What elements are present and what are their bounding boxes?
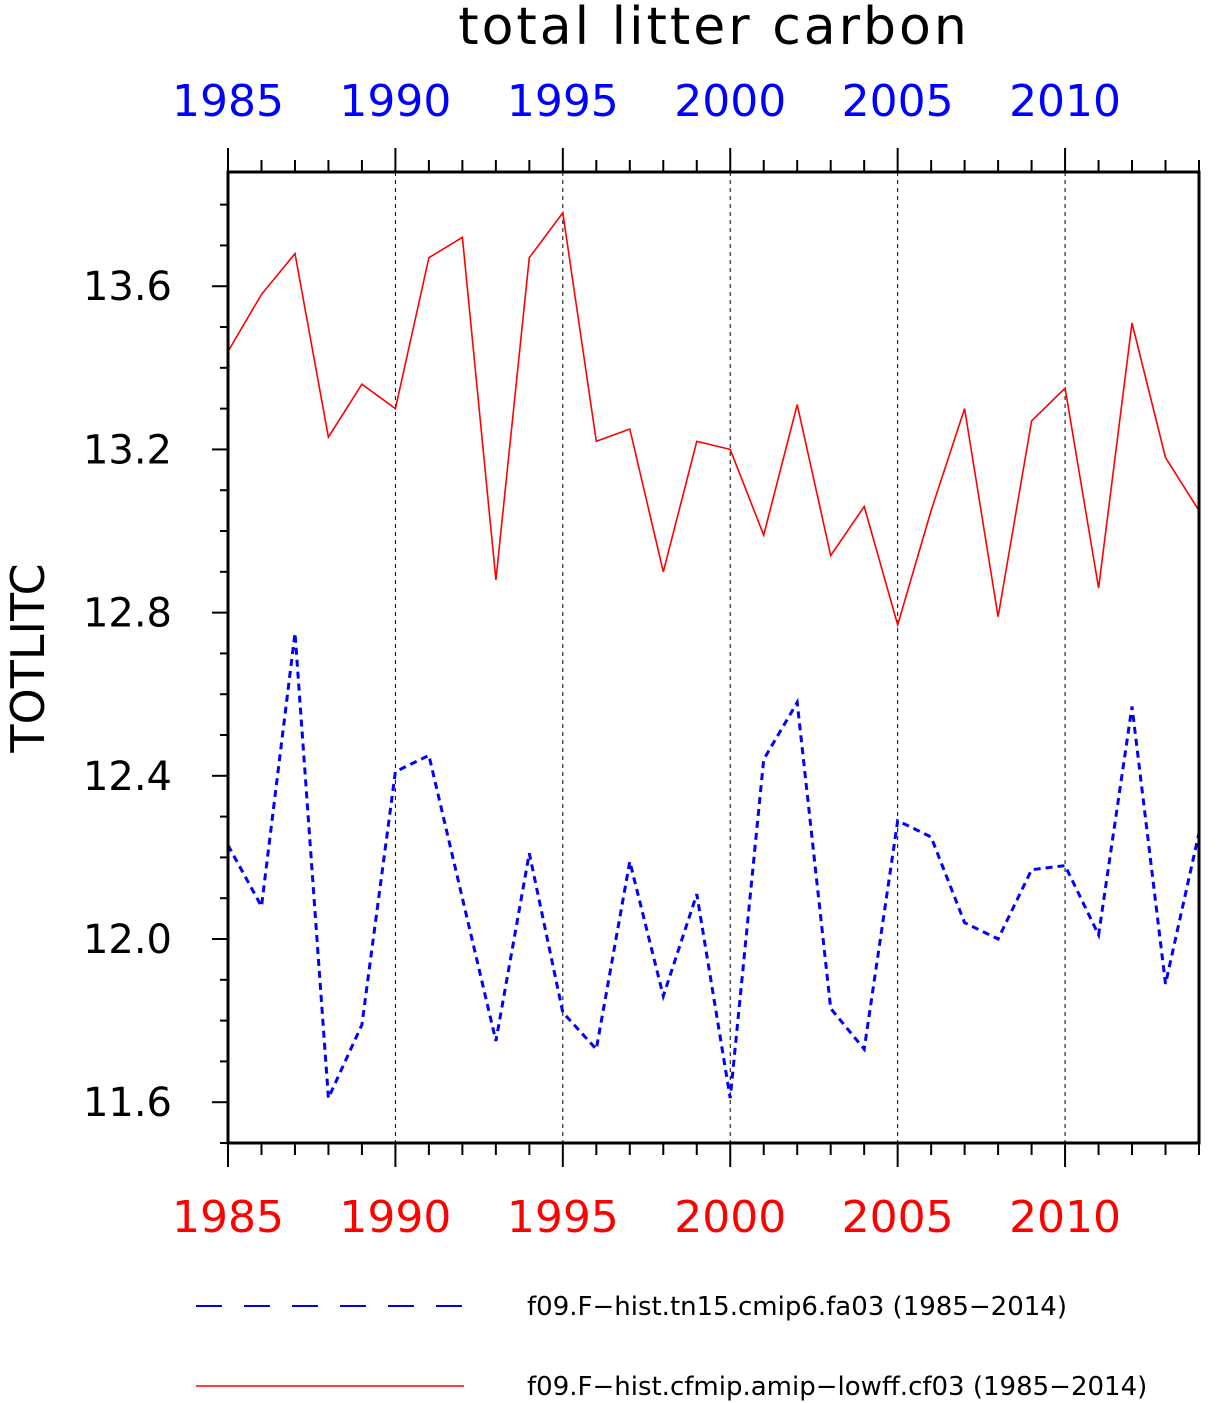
x-tick-label-bottom: 2005	[842, 1192, 954, 1243]
y-axis-tick-labels: 11.6 12.0 12.4 12.8 13.2 13.6	[83, 264, 172, 1126]
x-tick-label-bottom: 1990	[339, 1192, 451, 1243]
x-tick-label-top: 2005	[842, 76, 954, 127]
legend: f09.F−hist.tn15.cmip6.fa03 (1985−2014) f0…	[196, 1292, 1147, 1402]
chart-title: total litter carbon	[458, 0, 970, 57]
y-tick-label: 12.8	[83, 591, 172, 637]
plot-frame	[226, 170, 1201, 1145]
legend-label-2: f09.F−hist.cfmip.amip−lowff.cf03 (1985−2…	[527, 1372, 1147, 1402]
legend-label-1: f09.F−hist.tn15.cmip6.fa03 (1985−2014)	[527, 1292, 1067, 1322]
bottom-x-axis-labels: 1985 1990 1995 2000 2005 2010	[172, 1192, 1121, 1243]
x-tick-label-bottom: 2000	[674, 1192, 786, 1243]
x-tick-label-bottom: 1985	[172, 1192, 284, 1243]
x-tick-label-top: 1995	[507, 76, 619, 127]
grid-lines	[394, 172, 1066, 1143]
y-tick-label: 13.2	[83, 427, 172, 473]
y-tick-label: 13.6	[83, 264, 172, 310]
x-tick-label-top: 2010	[1009, 76, 1121, 127]
x-tick-label-bottom: 1995	[507, 1192, 619, 1243]
top-x-axis-labels: 1985 1990 1995 2000 2005 2010	[172, 76, 1121, 127]
axis-ticks	[212, 148, 1200, 1167]
x-tick-label-top: 1990	[339, 76, 451, 127]
y-tick-label: 11.6	[83, 1080, 172, 1126]
x-tick-label-top: 2000	[674, 76, 786, 127]
y-tick-label: 12.4	[83, 754, 172, 800]
series-line-1	[226, 632, 1201, 1099]
series-line-2	[227, 210, 1200, 628]
y-axis-label: TOTLITC	[1, 563, 55, 753]
series-lines	[226, 210, 1201, 1099]
y-tick-label: 12.0	[83, 917, 172, 963]
x-tick-label-top: 1985	[172, 76, 284, 127]
x-tick-label-bottom: 2010	[1009, 1192, 1121, 1243]
